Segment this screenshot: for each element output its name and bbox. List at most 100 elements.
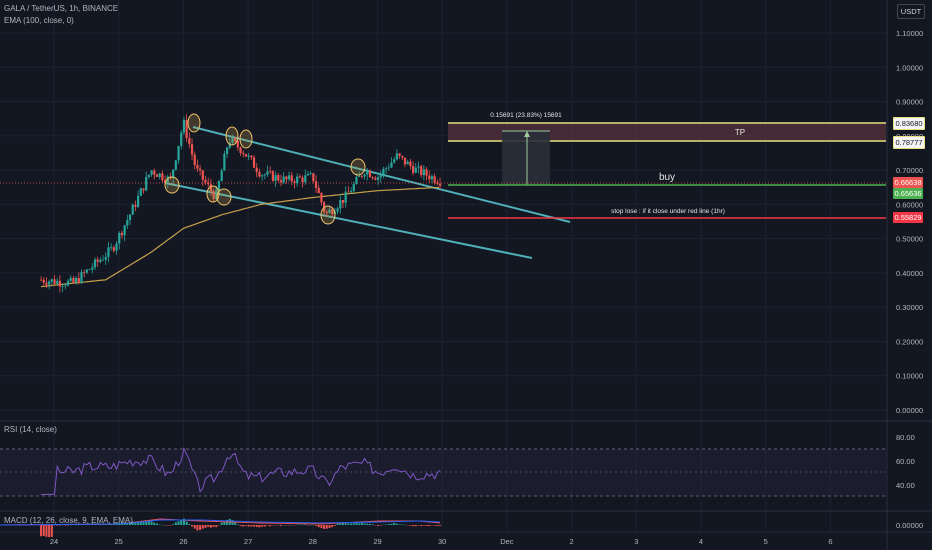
candle[interactable] xyxy=(395,149,399,161)
candle[interactable] xyxy=(72,275,75,284)
candle[interactable] xyxy=(45,277,48,289)
tp-zone[interactable] xyxy=(448,123,886,141)
candle[interactable] xyxy=(48,279,51,290)
candle[interactable] xyxy=(69,275,72,283)
candle[interactable] xyxy=(201,169,204,186)
candle[interactable] xyxy=(368,169,372,178)
candle[interactable] xyxy=(261,173,264,181)
macd-signal-line[interactable] xyxy=(0,519,441,526)
macd-indicator-label[interactable]: MACD (12, 26, close, 9, EMA, EMA) xyxy=(4,516,133,525)
candle[interactable] xyxy=(320,192,323,206)
candle[interactable] xyxy=(158,172,161,180)
candle[interactable] xyxy=(387,163,390,171)
candle[interactable] xyxy=(85,268,88,274)
candle[interactable] xyxy=(64,282,67,290)
candle[interactable] xyxy=(220,168,223,182)
candle[interactable] xyxy=(120,230,124,239)
candle[interactable] xyxy=(126,214,129,230)
candle[interactable] xyxy=(287,171,291,182)
candle[interactable] xyxy=(83,269,86,278)
candle[interactable] xyxy=(66,279,70,287)
currency-button[interactable]: USDT xyxy=(897,4,925,19)
candle[interactable] xyxy=(53,275,56,285)
candle[interactable] xyxy=(153,168,156,180)
candle[interactable] xyxy=(80,269,83,285)
candle[interactable] xyxy=(379,170,382,183)
candle[interactable] xyxy=(390,157,393,169)
candle[interactable] xyxy=(145,171,148,192)
candle[interactable] xyxy=(147,174,150,179)
candle[interactable] xyxy=(376,175,380,185)
candle[interactable] xyxy=(385,166,388,174)
channel-lower-line[interactable] xyxy=(164,182,533,259)
candle[interactable] xyxy=(215,185,218,201)
ema-100-line[interactable] xyxy=(41,186,440,288)
candle[interactable] xyxy=(128,213,132,225)
symbol-title[interactable]: GALA / TetherUS, 1h, BINANCE xyxy=(4,4,119,13)
candle[interactable] xyxy=(250,155,253,160)
candle[interactable] xyxy=(363,173,366,180)
candle[interactable] xyxy=(336,206,339,215)
ema-indicator-label[interactable]: EMA (100, close, 0) xyxy=(4,16,74,25)
candle[interactable] xyxy=(325,210,328,217)
time-axis[interactable]: 24 25 26 27 28 29 30 Dec 2 3 4 5 6 xyxy=(50,537,833,546)
candle[interactable] xyxy=(374,176,377,181)
candle[interactable] xyxy=(422,165,425,181)
rsi-axis[interactable]: 80.00 60.00 40.00 xyxy=(896,433,915,490)
candle[interactable] xyxy=(282,172,285,185)
candle[interactable] xyxy=(177,145,180,165)
candle[interactable] xyxy=(185,114,188,143)
candle[interactable] xyxy=(107,241,110,263)
candle[interactable] xyxy=(131,203,134,215)
candle[interactable] xyxy=(317,184,320,194)
candle[interactable] xyxy=(112,245,115,253)
candle[interactable] xyxy=(104,252,107,266)
candle[interactable] xyxy=(425,166,428,181)
candle[interactable] xyxy=(193,151,196,170)
candle[interactable] xyxy=(290,171,293,185)
candle[interactable] xyxy=(409,158,412,170)
candle[interactable] xyxy=(42,277,45,286)
candle[interactable] xyxy=(139,187,142,197)
candle[interactable] xyxy=(196,159,199,173)
candle[interactable] xyxy=(150,170,153,177)
candle[interactable] xyxy=(190,138,194,160)
candle[interactable] xyxy=(255,163,258,178)
candle[interactable] xyxy=(433,173,436,185)
candle[interactable] xyxy=(314,175,318,193)
candle[interactable] xyxy=(349,187,353,193)
candle[interactable] xyxy=(247,152,250,161)
candle[interactable] xyxy=(414,162,417,174)
candle[interactable] xyxy=(269,166,272,174)
candle[interactable] xyxy=(438,177,442,190)
candle[interactable] xyxy=(231,134,234,146)
candle[interactable] xyxy=(223,150,226,171)
candle[interactable] xyxy=(352,181,355,193)
candle[interactable] xyxy=(172,169,175,184)
candle[interactable] xyxy=(61,283,64,293)
candle[interactable] xyxy=(174,159,177,171)
candle[interactable] xyxy=(207,177,210,188)
candle[interactable] xyxy=(347,186,350,193)
candle[interactable] xyxy=(371,176,374,181)
candle[interactable] xyxy=(234,136,237,144)
candle[interactable] xyxy=(401,155,404,160)
candle[interactable] xyxy=(225,146,229,158)
candle[interactable] xyxy=(285,175,288,184)
candle[interactable] xyxy=(436,179,439,186)
candle[interactable] xyxy=(199,164,202,176)
candle[interactable] xyxy=(77,272,80,285)
candle[interactable] xyxy=(341,200,345,209)
candle[interactable] xyxy=(56,277,59,286)
candle[interactable] xyxy=(428,170,431,183)
candle[interactable] xyxy=(393,156,396,164)
candle[interactable] xyxy=(258,168,261,179)
candle[interactable] xyxy=(411,161,415,176)
candle[interactable] xyxy=(110,243,113,251)
measure-box[interactable] xyxy=(502,131,550,185)
candle[interactable] xyxy=(134,200,137,212)
candle[interactable] xyxy=(242,150,245,158)
candle[interactable] xyxy=(266,165,269,177)
candle[interactable] xyxy=(217,180,221,192)
